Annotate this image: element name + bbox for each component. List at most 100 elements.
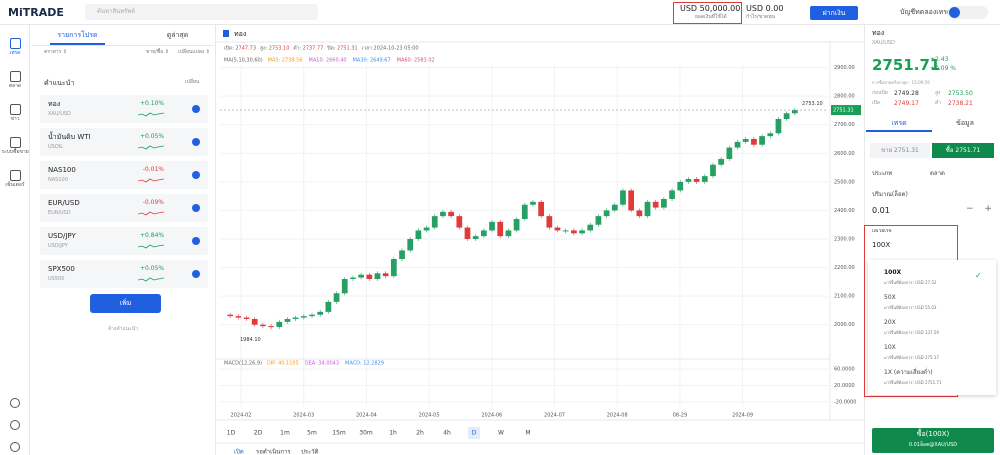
trade-tab[interactable]: เทรด [891,119,907,127]
timeframe[interactable]: 5m [307,430,317,437]
timeframe[interactable]: 1h [389,430,397,437]
candle [309,314,315,317]
timeframe[interactable]: 30m [359,430,373,437]
leverage-option[interactable]: 20X [884,319,896,326]
sidebar-icon[interactable] [10,104,21,115]
candle [448,211,454,217]
x-tick-label: 2024-07 [544,413,565,419]
candle [407,239,414,251]
check-icon[interactable] [192,237,200,245]
watchlist-row[interactable] [40,227,208,255]
timeframe[interactable]: D [472,430,477,437]
macd-value: DEA: 34.0043 [305,361,339,367]
candle [611,204,618,211]
candle [292,317,299,319]
leverage-option[interactable]: 50X [884,294,896,301]
timeframe[interactable]: 1D [227,430,236,437]
watchlist-row[interactable] [40,95,208,123]
instrument-name: USD/JPY [48,232,76,240]
selected-check: ✓ [975,271,982,280]
account-menu[interactable]: บัญชีทดลองเทรด [900,8,952,16]
leverage-option[interactable]: 1X (ความเสี่ยงต่ำ) [884,369,933,376]
candle [358,274,364,278]
candle [284,319,291,322]
candle [489,221,495,231]
watchlist-row[interactable] [40,194,208,222]
ma-title: MA(5,10,30,60) [224,58,263,64]
timeframe[interactable]: 4h [443,430,451,437]
leverage-select[interactable]: 100X [872,241,891,249]
section-title: คำแนะนำ [44,79,75,87]
timeframe[interactable]: W [498,430,504,437]
macd-title: MACD(12,26,9) [224,361,262,367]
column-header[interactable]: ตราสาร ⇕ [44,49,68,55]
candle [456,216,463,228]
order-tab[interactable]: เปิด [234,449,244,455]
balance-box[interactable] [673,2,742,24]
price-change: +2.43 [930,56,949,63]
leverage-menu [868,260,996,395]
timeframe[interactable]: M [525,430,530,437]
type-select[interactable]: ตลาด [930,170,945,177]
instrument-code: XAU/USD [48,111,71,117]
timeframe[interactable]: 15m [332,430,346,437]
sidebar-icon[interactable] [10,38,21,49]
option-margin: มาร์จิ้นที่ต้องการ: USD 55.03 [884,305,937,310]
order-button[interactable] [872,428,994,453]
timeframe[interactable]: 2D [254,430,263,437]
last-trade: การซื้อขายครั้งล่าสุด : 15:09:59 [872,80,930,85]
sidebar-icon[interactable] [10,71,21,82]
sidebar-util-icon[interactable] [10,420,20,430]
watchlist-row[interactable] [40,128,208,156]
check-icon[interactable] [192,171,200,179]
sidebar-icon[interactable] [10,137,21,148]
buy-button[interactable]: ซื้อ 2751.71 [932,143,994,158]
add-button[interactable]: เพิ่ม [90,294,161,313]
logo: MiTRADE [8,6,64,19]
check-icon[interactable] [192,204,200,212]
candle [571,230,577,234]
order-button-sub: 0.01ล็อต@XAU/USD [908,442,958,448]
deposit-button[interactable]: ฝากเงิน [810,6,858,20]
trade-tab[interactable]: ข้อมูล [956,119,974,127]
search-box[interactable] [85,4,318,20]
order-tab[interactable]: รอดำเนินการ [256,449,291,455]
high-price-label: 2753.10 [802,101,823,107]
instrument-name: ทอง [872,29,885,37]
sidebar-icon[interactable] [10,170,21,181]
sell-button[interactable]: ขาย 2751.31 [870,143,930,158]
check-icon[interactable] [192,105,200,113]
y-tick-label: 2500.00 [834,179,855,185]
ohlc-value: 2024-10-23 05:00 [374,46,419,52]
order-tab[interactable]: ประวัติ [301,449,319,455]
ohlc-label: ปิด: [327,45,336,52]
watchlist-row[interactable] [40,161,208,189]
sidebar-util-icon[interactable] [10,442,20,452]
watchlist-panel [30,25,216,455]
watchlist-tab[interactable]: ดูล่าสุด [166,31,189,39]
refresh[interactable]: เปลี่ยน [185,79,200,85]
candle [350,277,356,279]
qty-input[interactable]: 0.01 [872,206,890,215]
check-icon[interactable] [192,270,200,278]
check-icon[interactable] [192,138,200,146]
candle [243,317,250,319]
watchlist-tab[interactable]: รายการโปรด [57,31,98,39]
candle [742,139,749,142]
sidebar-util-icon[interactable] [10,398,20,408]
watchlist-row[interactable] [40,260,208,288]
candle [513,219,520,231]
candle [718,159,725,165]
clear-link[interactable]: ล้างคำแนะนำ [108,326,139,332]
timeframe[interactable]: 2h [416,430,424,437]
option-margin: มาร์จิ้นที่ต้องการ: USD 275.17 [884,355,939,360]
timeframe[interactable]: 1m [280,430,290,437]
candle [374,273,381,279]
leverage-option[interactable]: 10X [884,344,896,351]
column-header[interactable]: เปลี่ยนแปลง ⇕ [178,49,210,55]
column-header[interactable]: ขาย/ซื้อ ⇕ [146,49,170,55]
leverage-option[interactable]: 100X [884,269,902,276]
ohlc-label: เปิด: [224,45,234,52]
pnl-label: กำไร/ขาดทุน [746,14,775,20]
